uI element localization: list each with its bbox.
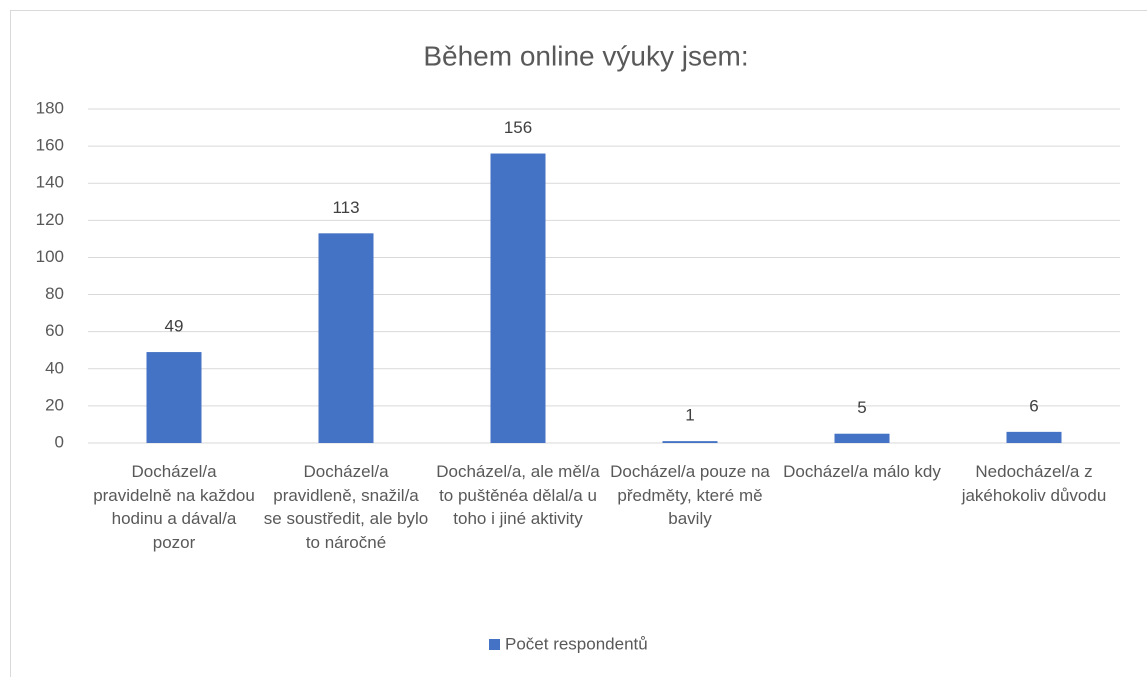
bar bbox=[1006, 431, 1062, 443]
x-tick-label: Docházel/a pravidelně na každou hodinu a… bbox=[93, 462, 255, 552]
bar bbox=[834, 433, 890, 443]
y-tick-label: 80 bbox=[45, 284, 64, 303]
x-tick-label: Docházel/a málo kdy bbox=[783, 462, 941, 481]
y-tick-label: 180 bbox=[36, 98, 64, 117]
y-tick-label: 120 bbox=[36, 210, 64, 229]
y-tick-label: 60 bbox=[45, 321, 64, 340]
x-tick-label: Docházel/a pouze na předměty, které mě b… bbox=[610, 462, 770, 528]
value-label: 113 bbox=[332, 198, 359, 217]
bar bbox=[318, 233, 374, 443]
value-label: 1 bbox=[685, 406, 694, 425]
chart-title: Během online výuky jsem: bbox=[423, 40, 748, 71]
bar bbox=[662, 441, 718, 443]
x-tick-label: Docházel/a, ale měl/a to puštěnéa dělal/… bbox=[436, 462, 600, 528]
y-tick-label: 160 bbox=[36, 136, 64, 155]
y-tick-label: 100 bbox=[36, 247, 64, 266]
legend-label: Počet respondentů bbox=[505, 634, 648, 653]
value-label: 156 bbox=[504, 118, 532, 137]
value-label: 49 bbox=[165, 317, 184, 336]
x-tick-label: Docházel/a pravidleně, snažil/a se soust… bbox=[263, 462, 429, 552]
chart-border bbox=[10, 10, 1147, 677]
bar bbox=[146, 352, 202, 443]
x-tick-label: Nedocházel/a z jakéhokoliv důvodu bbox=[961, 462, 1107, 505]
value-label: 6 bbox=[1029, 396, 1038, 415]
legend-swatch bbox=[489, 639, 500, 650]
y-tick-label: 20 bbox=[45, 395, 64, 414]
y-tick-label: 0 bbox=[55, 432, 64, 451]
y-tick-label: 140 bbox=[36, 173, 64, 192]
bar bbox=[490, 153, 546, 444]
y-tick-label: 40 bbox=[45, 358, 64, 377]
value-label: 5 bbox=[857, 398, 866, 417]
